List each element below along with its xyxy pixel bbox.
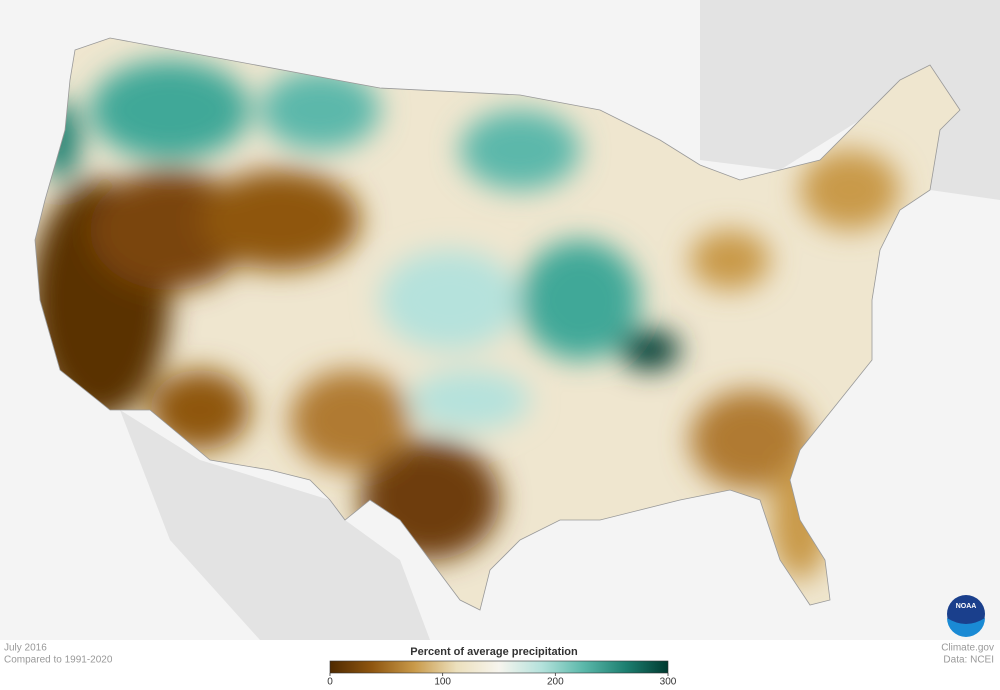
source: Climate.gov (941, 643, 994, 654)
tick-label: 100 (434, 677, 451, 688)
canada (700, 0, 1000, 200)
data-source: Data: NCEI (943, 655, 994, 666)
tick-label: 0 (327, 677, 333, 688)
baseline: Compared to 1991-2020 (4, 655, 113, 666)
colorbar (329, 660, 669, 674)
tick-label: 200 (547, 677, 564, 688)
tick-label: 300 (660, 677, 677, 688)
logo-wave (947, 618, 985, 637)
logo-text: NOAA (956, 603, 977, 610)
us-outline (34, 37, 961, 611)
date: July 2016 (4, 643, 47, 654)
mexico (120, 410, 430, 640)
noaa-logo: NOAA (947, 595, 985, 637)
legend-title: Percent of average precipitation (410, 646, 578, 658)
